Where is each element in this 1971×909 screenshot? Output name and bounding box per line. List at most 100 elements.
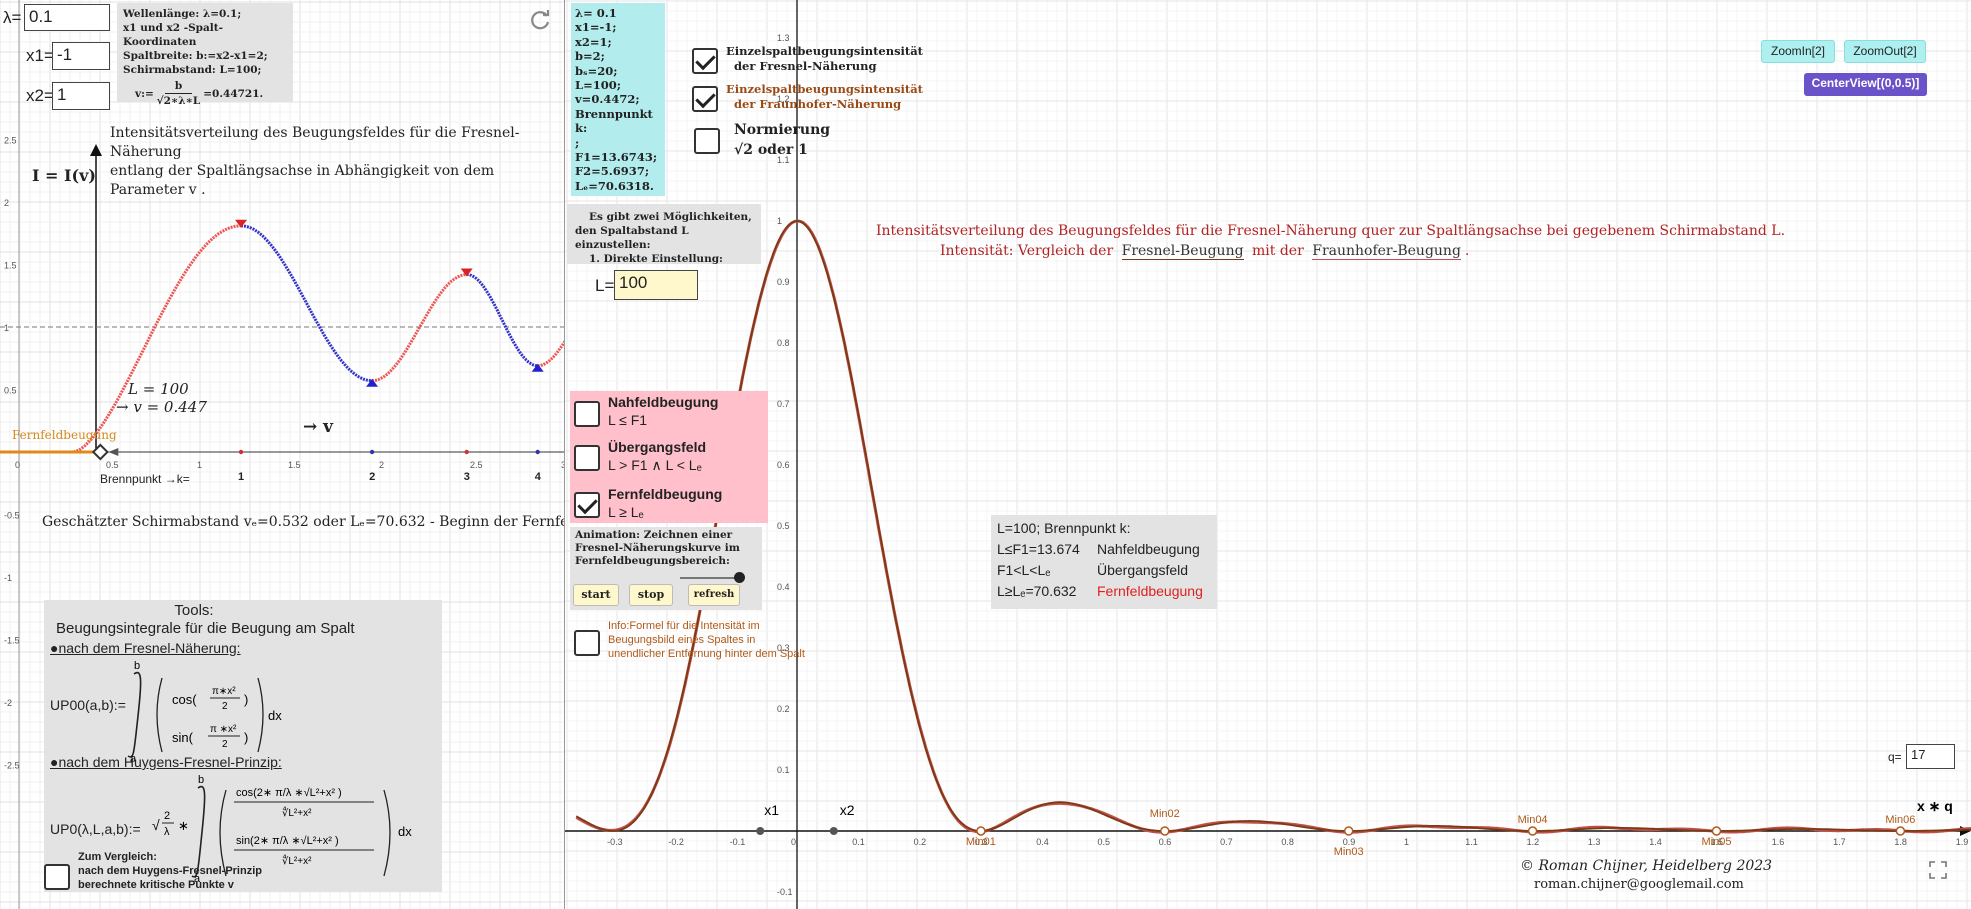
- svg-text:sin(2∗ π/λ ∗√L²+x² ): sin(2∗ π/λ ∗√L²+x² ): [236, 835, 339, 847]
- maximum-marker: [460, 268, 473, 277]
- v-formula-label: v:=: [135, 87, 154, 100]
- v-formula-numerator: b: [164, 79, 193, 94]
- intensity-curve-segment: [371, 273, 467, 383]
- estimate-text: Geschätzter Schirmabstand vₑ=0.532 oder …: [42, 514, 565, 530]
- minimum-point: [1160, 826, 1170, 836]
- svg-text:2: 2: [164, 810, 170, 822]
- L-input[interactable]: 100: [614, 270, 698, 300]
- y-tick-label: 0.5: [4, 386, 17, 396]
- slider-handle[interactable]: [734, 572, 745, 583]
- y-tick-label: -0.1: [777, 887, 793, 897]
- x-tick-label: 0.7: [1220, 837, 1233, 847]
- y-tick-label: 1.5: [4, 261, 17, 271]
- x-tick-label: 1.2: [1527, 837, 1540, 847]
- x-tick-label: -0.2: [668, 837, 684, 847]
- refresh-button[interactable]: refresh: [688, 584, 740, 606]
- focal-point-dot: [238, 449, 244, 455]
- animation-slider[interactable]: [680, 572, 746, 584]
- fraunhofer-legend: Fraunhofer-Beugung: [1312, 243, 1461, 260]
- svg-text:b: b: [134, 660, 140, 672]
- focal-point-dot: [535, 449, 540, 455]
- minimum-label: Min02: [1150, 808, 1180, 820]
- start-button[interactable]: start: [573, 584, 619, 606]
- fullscreen-icon[interactable]: [1928, 860, 1948, 880]
- fraunhofer-checkbox[interactable]: [692, 86, 718, 112]
- right-graphics-view[interactable]: -0.3 -0.2 -0.1 0 0.1 0.2 0.3 0.4 0.5 0.6 0.7 0.8 0.9…: [565, 0, 1971, 909]
- x-tick-label: 3: [561, 460, 564, 470]
- center-view-button[interactable]: CenterView[(0,0.5)]: [1804, 73, 1927, 96]
- svg-text:∜L²+x²: ∜L²+x²: [282, 855, 312, 867]
- y-tick-label: -1: [4, 573, 12, 583]
- y-tick-label: 0.3: [777, 643, 790, 653]
- setting-box: Es gibt zwei Möglichkeiten, den Spaltabs…: [567, 204, 761, 265]
- fernfeld-checkbox[interactable]: [574, 492, 600, 518]
- svg-text:sin(: sin(: [172, 730, 194, 745]
- lambda-label: λ=: [3, 8, 22, 27]
- refresh-icon[interactable]: [528, 8, 552, 32]
- info-formula-label: Info:Formel für die Intensität im Beugun…: [608, 620, 805, 660]
- x-tick-label: 0.1: [852, 837, 865, 847]
- minimum-label: Min04: [1518, 814, 1548, 826]
- v-point-arrow: [108, 448, 119, 456]
- x1-point: [756, 827, 765, 835]
- normierung-checkbox[interactable]: [694, 128, 720, 154]
- tools-subtitle: Beugungsintegrale für die Beugung am Spa…: [56, 620, 355, 637]
- tools-huygens-heading: ●nach dem Huygens-Fresnel-Prinzip:: [50, 754, 282, 770]
- y-tick-label: 0.9: [777, 277, 790, 287]
- lambda-input[interactable]: 0.1: [24, 4, 110, 31]
- y-tick-label: 0.8: [777, 338, 790, 348]
- svg-text:2: 2: [222, 739, 228, 750]
- svg-text:∗: ∗: [178, 818, 189, 833]
- minimum-marker: [366, 378, 379, 387]
- fresnel-checkbox[interactable]: [692, 48, 718, 74]
- svg-text:cos(2∗ π/λ ∗√L²+x² ): cos(2∗ π/λ ∗√L²+x² ): [236, 787, 342, 799]
- L-annotation: L = 100: [128, 380, 189, 398]
- right-plot[interactable]: -0.3 -0.2 -0.1 0 0.1 0.2 0.3 0.4 0.5 0.6 0.7 0.8 0.9…: [565, 0, 1971, 909]
- compare-checkbox[interactable]: [44, 864, 70, 890]
- v-arrow-label: → v: [303, 417, 334, 437]
- nahfeld-label: Nahfeldbeugung L ≤ F1: [608, 394, 719, 428]
- x2-point-label: x2: [840, 802, 855, 818]
- x1-input[interactable]: -1: [52, 42, 110, 70]
- x2-input[interactable]: 1: [52, 82, 110, 110]
- x1-label: x1=: [26, 46, 54, 65]
- uebergang-checkbox[interactable]: [574, 445, 600, 471]
- x-tick-label: 1.5: [288, 460, 301, 470]
- x-tick-label: 1.6: [1772, 837, 1785, 847]
- minimum-marker: [531, 363, 544, 372]
- svg-text:2: 2: [222, 701, 228, 712]
- up0-formula: √ 2 λ ∗ b a cos(2∗ π/λ ∗√L²+x² ) ∜L²+x² s…: [152, 774, 412, 885]
- y-tick-label: -2: [4, 698, 12, 708]
- x1-point-label: x1: [764, 802, 779, 818]
- x-tick-label: 1.4: [1649, 837, 1662, 847]
- x-tick-label: 1.7: [1833, 837, 1846, 847]
- minimum-label: Min01: [966, 836, 996, 848]
- x-tick-label: 0: [791, 837, 796, 847]
- svg-text:cos(: cos(: [172, 692, 197, 707]
- q-input[interactable]: 17: [1906, 744, 1955, 769]
- x-tick-label: 1: [197, 460, 202, 470]
- fernfeld-zone-label: Fernfeldbeugung L ≥ Lₑ: [608, 486, 723, 520]
- left-graphics-view[interactable]: 2.521.510.5-0.5-1-1.5-2-2.500.511.522.53…: [0, 0, 565, 909]
- stop-button[interactable]: stop: [629, 584, 673, 606]
- info-formula-checkbox[interactable]: [574, 630, 600, 656]
- tools-fresnel-heading: ●nach dem Fresnel-Näherung:: [50, 640, 241, 656]
- minimum-label: Min03: [1334, 846, 1364, 858]
- y-axis-label: I = I(v): [32, 166, 96, 185]
- nahfeld-checkbox[interactable]: [574, 401, 600, 427]
- axis-label: x ∗ q: [1917, 798, 1953, 814]
- zoom-out-button[interactable]: ZoomOut[2]: [1844, 40, 1926, 63]
- svg-text:λ: λ: [164, 826, 170, 838]
- x-tick-label: 0.6: [1159, 837, 1172, 847]
- zoom-in-button[interactable]: ZoomIn[2]: [1761, 40, 1835, 63]
- x-tick-label: 2.5: [470, 460, 483, 470]
- y-tick-label: 0.2: [777, 704, 790, 714]
- x-tick-label: 0.2: [914, 837, 927, 847]
- y-tick-label: -2.5: [4, 761, 20, 771]
- svg-text:π∗x²: π∗x²: [212, 686, 236, 697]
- value-line: x1=-1;: [575, 20, 617, 35]
- value-line: v=0.4472;: [575, 92, 640, 107]
- minimum-point: [1895, 826, 1906, 836]
- minimum-point: [976, 826, 986, 836]
- y-tick-label: -1.5: [4, 636, 20, 646]
